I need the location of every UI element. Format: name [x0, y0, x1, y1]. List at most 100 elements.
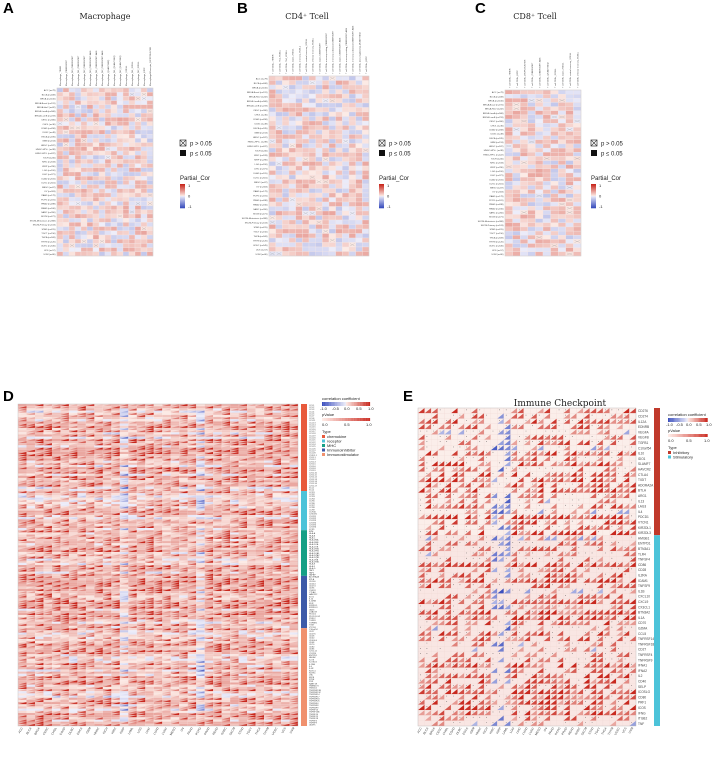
heatmap-border — [56, 87, 154, 257]
heatmap-cell — [328, 138, 336, 144]
heatmap-cell — [348, 183, 356, 189]
heatmap-cell — [348, 138, 356, 144]
heatmap-cell — [535, 218, 544, 223]
heatmap-cell — [102, 508, 112, 511]
correlation-triangle — [77, 506, 86, 509]
correlation-triangle — [281, 440, 290, 444]
correlation-triangle — [136, 438, 146, 441]
heatmap-cell — [275, 111, 283, 117]
heatmap-cell — [153, 469, 163, 472]
heatmap-cell — [85, 467, 95, 470]
row-label: STAD (n=415) — [490, 228, 504, 231]
correlation-triangle — [68, 451, 78, 455]
heatmap-cell — [315, 147, 323, 153]
heatmap-cell — [18, 436, 27, 439]
heatmap-cell — [122, 234, 130, 240]
heatmap-cell — [504, 176, 513, 182]
heatmap-cell — [542, 206, 551, 211]
cross-mark — [269, 139, 275, 143]
heatmap-cell — [68, 251, 76, 257]
heatmap-cell — [18, 423, 27, 426]
heatmap-cell — [268, 111, 276, 117]
heatmap-cell — [128, 125, 136, 131]
heatmap-cell — [221, 469, 231, 472]
heatmap-cell — [268, 75, 276, 81]
heatmap-cell — [520, 176, 528, 182]
heatmap-cell — [128, 432, 137, 435]
heatmap-cell — [238, 427, 248, 431]
heatmap-cell — [348, 156, 356, 162]
heatmap-cell — [565, 172, 574, 178]
heatmap-cell — [196, 477, 205, 481]
heatmap-cell — [282, 179, 290, 185]
colorbar-step — [180, 196, 185, 198]
heatmap-cell — [128, 495, 137, 498]
heatmap-cell — [80, 113, 88, 118]
heatmap-cell — [573, 206, 582, 211]
row-label: SKCM (n=471) — [41, 216, 56, 218]
row-label: PCPG (n=181) — [489, 200, 504, 202]
correlation-triangle — [230, 423, 239, 426]
heatmap-cell — [542, 131, 551, 136]
legend-title: Partial_Cor — [591, 176, 621, 182]
heatmap-cell — [116, 209, 124, 215]
heatmap-cell — [282, 147, 290, 153]
correlation-triangle — [221, 412, 231, 415]
heatmap-cell — [255, 414, 265, 418]
colorbar-step — [379, 206, 384, 208]
correlation-triangle — [264, 497, 273, 500]
heatmap-cell — [128, 134, 136, 139]
correlation-triangle — [18, 499, 27, 502]
colorbar-step — [379, 185, 384, 187]
heatmap-cell — [281, 517, 290, 520]
heatmap-cell — [335, 89, 343, 95]
heatmap-cell — [68, 247, 76, 252]
heatmap-cell — [68, 410, 78, 413]
heatmap-cell — [565, 218, 574, 223]
heatmap-cell — [342, 174, 350, 180]
heatmap-cell — [26, 510, 35, 513]
heatmap-cell — [98, 171, 106, 177]
heatmap-cell — [86, 92, 94, 97]
heatmap-cell — [68, 517, 78, 520]
heatmap-cell — [85, 427, 95, 431]
heatmap-cell — [26, 471, 35, 474]
heatmap-cell — [213, 425, 222, 428]
heatmap-cell — [204, 427, 214, 431]
heatmap-cell — [128, 100, 136, 105]
correlation-triangle — [85, 510, 95, 513]
heatmap-cell — [128, 528, 137, 531]
colorbar-step — [180, 184, 185, 186]
heatmap-cell — [86, 184, 94, 189]
heatmap-cell — [162, 477, 171, 481]
heatmap-cell — [140, 167, 148, 173]
heatmap-cell — [238, 464, 248, 468]
correlation-triangle — [94, 464, 103, 468]
correlation-triangle — [43, 510, 52, 513]
heatmap-cell — [86, 239, 94, 244]
heatmap-cell — [322, 174, 330, 180]
heatmap-cell — [342, 183, 350, 189]
heatmap-cell — [238, 523, 248, 526]
heatmap-cell — [281, 497, 290, 500]
correlation-triangle — [289, 506, 298, 509]
heatmap-cell — [74, 159, 82, 164]
correlation-triangle — [162, 419, 171, 422]
heatmap-cell — [98, 188, 106, 194]
correlation-triangle — [179, 460, 188, 463]
correlation-triangle — [281, 495, 290, 498]
heatmap-cell — [281, 423, 290, 426]
heatmap-cell — [187, 467, 197, 470]
heatmap-cell — [51, 425, 61, 428]
heatmap-cell — [119, 425, 129, 428]
heatmap-cell — [134, 222, 142, 227]
heatmap-cell — [520, 214, 528, 219]
heatmap-cell — [213, 427, 222, 431]
heatmap-cell — [504, 210, 513, 215]
heatmap-cell — [282, 116, 290, 122]
correlation-triangle — [255, 491, 265, 494]
correlation-triangle — [51, 464, 61, 468]
heatmap-cell — [196, 480, 205, 483]
heatmap-cell — [140, 155, 148, 160]
heatmap-cell — [221, 477, 231, 481]
